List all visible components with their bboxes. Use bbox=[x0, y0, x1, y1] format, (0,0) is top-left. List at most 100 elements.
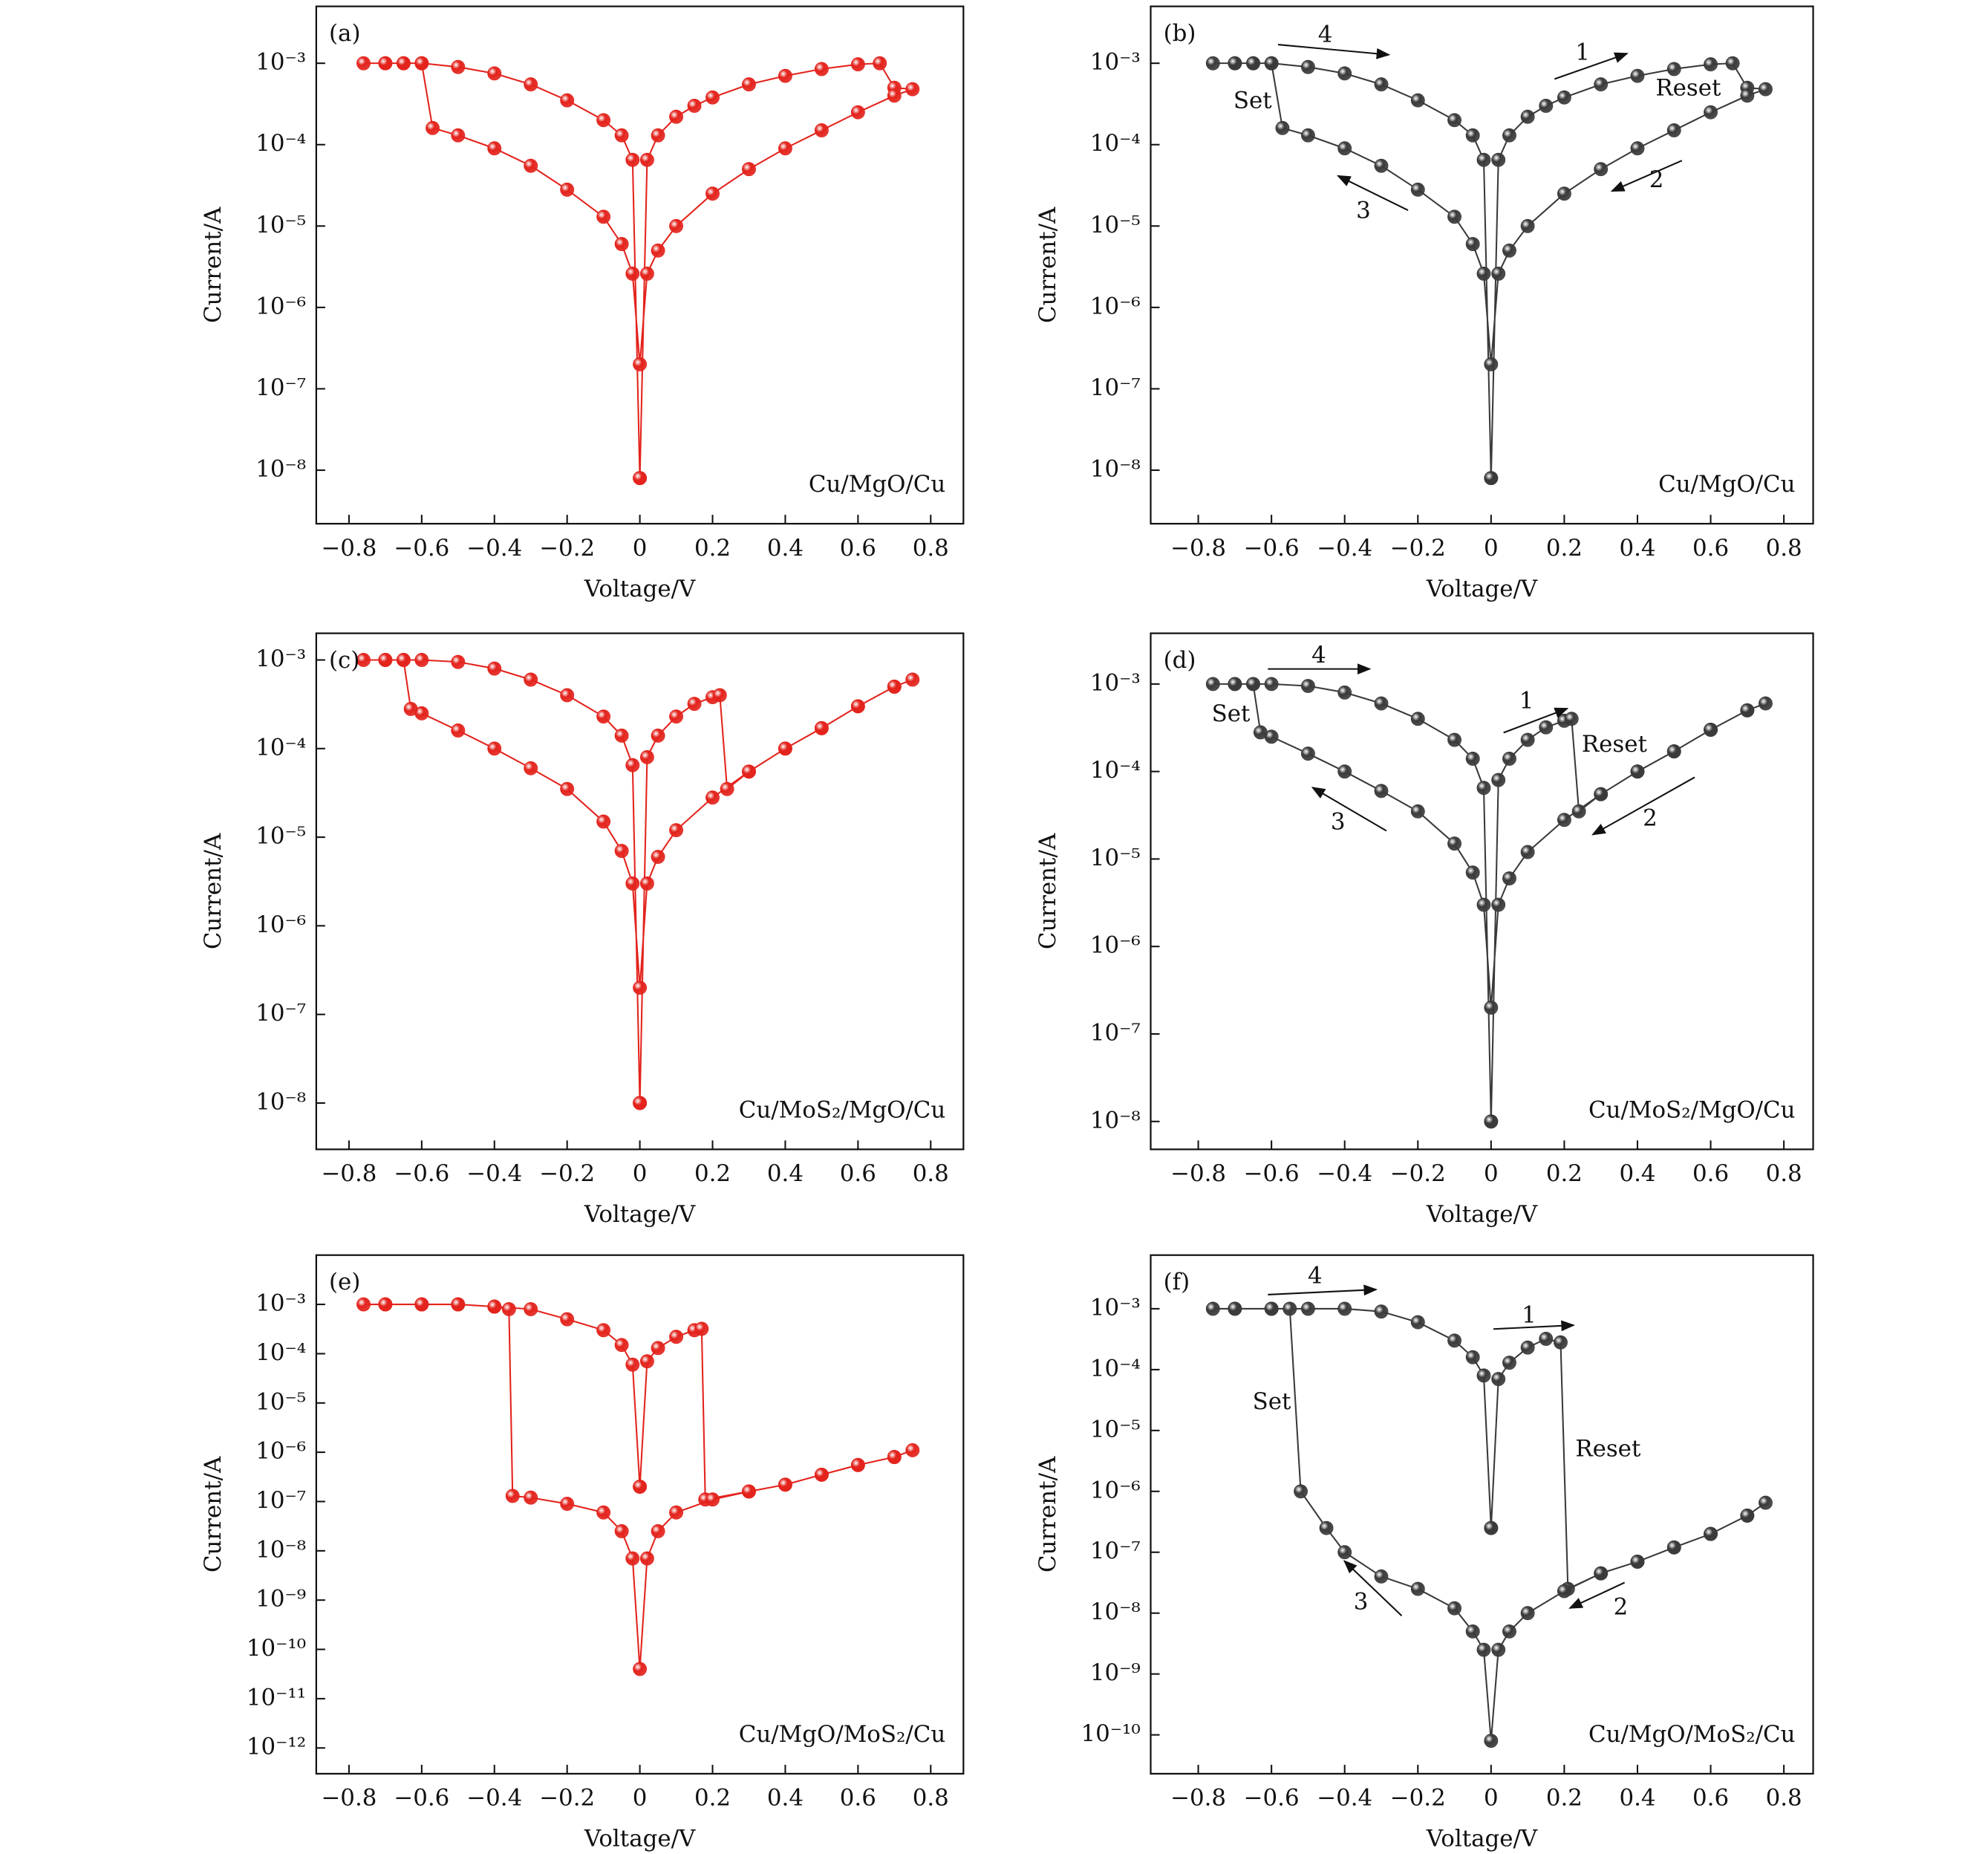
data-point bbox=[451, 654, 466, 669]
data-point bbox=[524, 672, 538, 687]
data-point bbox=[1740, 703, 1755, 718]
data-point bbox=[1275, 120, 1290, 135]
y-tick-label: 10⁻⁷ bbox=[1090, 1020, 1141, 1047]
data-point bbox=[1300, 59, 1315, 74]
data-point bbox=[524, 1302, 538, 1316]
y-axis-label: Current/A bbox=[200, 206, 226, 323]
data-point bbox=[1253, 725, 1268, 740]
y-tick-label: 10⁻³ bbox=[1090, 49, 1141, 76]
data-point bbox=[1300, 128, 1315, 143]
data-point bbox=[1264, 677, 1279, 692]
x-tick-label: 0.2 bbox=[694, 1785, 731, 1812]
data-point bbox=[1666, 62, 1681, 77]
y-tick-label: 10⁻¹⁰ bbox=[247, 1635, 306, 1662]
data-point bbox=[1337, 1545, 1352, 1560]
annotation: Reset bbox=[1575, 1436, 1641, 1463]
x-tick-label: −0.6 bbox=[1244, 1160, 1300, 1187]
data-point bbox=[1725, 56, 1740, 71]
y-tick-label: 10⁻⁸ bbox=[255, 1536, 306, 1563]
data-point bbox=[694, 1321, 709, 1336]
data-point bbox=[487, 741, 502, 756]
data-point bbox=[505, 1489, 520, 1503]
plot-frame bbox=[315, 632, 965, 1151]
data-point bbox=[596, 814, 611, 829]
data-point bbox=[524, 158, 538, 173]
data-point bbox=[1374, 696, 1389, 711]
data-point bbox=[1205, 1301, 1220, 1316]
data-point bbox=[1630, 68, 1645, 83]
data-point bbox=[1740, 1508, 1755, 1523]
data-point bbox=[639, 749, 654, 764]
x-tick-label: −0.2 bbox=[539, 535, 595, 562]
annotation: 3 bbox=[1356, 197, 1371, 224]
data-point bbox=[1484, 1114, 1499, 1129]
data-layer bbox=[1205, 56, 1773, 486]
data-point bbox=[742, 1484, 756, 1499]
x-tick-label: −0.2 bbox=[539, 1785, 595, 1812]
data-point bbox=[742, 77, 756, 92]
data-point bbox=[1264, 56, 1279, 71]
y-axis-label: Current/A bbox=[1034, 833, 1061, 949]
panel-label: (d) bbox=[1164, 647, 1196, 674]
x-tick-label: −0.2 bbox=[1390, 1160, 1446, 1187]
data-point bbox=[1465, 128, 1480, 143]
data-point bbox=[1594, 787, 1609, 801]
x-tick-label: 0.6 bbox=[840, 1785, 876, 1812]
y-tick-label: 10⁻⁶ bbox=[255, 293, 306, 319]
data-point bbox=[414, 56, 429, 71]
data-point bbox=[873, 56, 887, 71]
x-tick-label: −0.2 bbox=[1390, 1785, 1446, 1812]
data-point bbox=[1465, 1624, 1480, 1639]
y-tick-label: 10⁻⁷ bbox=[1090, 374, 1141, 401]
x-tick-label: 0.8 bbox=[1766, 1160, 1802, 1187]
data-point bbox=[905, 672, 920, 687]
x-tick-label: −0.8 bbox=[1170, 535, 1226, 562]
data-point bbox=[1447, 113, 1461, 128]
data-point bbox=[451, 1297, 466, 1312]
y-tick-label: 10⁻⁴ bbox=[1090, 130, 1141, 157]
y-tick-label: 10⁻⁶ bbox=[255, 911, 306, 938]
data-point bbox=[850, 1457, 865, 1472]
data-point bbox=[1594, 77, 1609, 92]
data-point bbox=[1476, 1368, 1491, 1383]
x-tick-label: 0.2 bbox=[1546, 1785, 1583, 1812]
annotation: 2 bbox=[1614, 1593, 1629, 1620]
data-point bbox=[614, 128, 629, 143]
data-point bbox=[639, 1354, 654, 1369]
data-point bbox=[778, 1477, 792, 1492]
y-axis-label: Current/A bbox=[200, 1456, 226, 1572]
panel-label: (e) bbox=[329, 1269, 360, 1295]
data-point bbox=[1491, 152, 1506, 167]
data-point bbox=[887, 88, 902, 103]
data-point bbox=[633, 1480, 648, 1494]
data-point bbox=[625, 266, 640, 281]
data-point bbox=[451, 128, 466, 143]
panel: −0.8 −0.6 −0.4 −0.2 0 0.2 0.4 0.6 0.8 10⁻³ 10⁻⁴ 10⁻… bbox=[200, 632, 965, 1228]
data-point bbox=[1520, 732, 1535, 747]
data-point bbox=[1374, 77, 1389, 92]
data-point bbox=[1337, 66, 1352, 81]
data-layer bbox=[356, 56, 920, 486]
panel-label: (b) bbox=[1164, 20, 1196, 47]
x-tick-label: −0.2 bbox=[1390, 535, 1446, 562]
x-tick-label: −0.6 bbox=[394, 535, 449, 562]
y-tick-label: 10⁻⁶ bbox=[1090, 932, 1141, 959]
x-tick-label: −0.8 bbox=[1170, 1160, 1226, 1187]
y-tick-label: 10⁻¹² bbox=[247, 1734, 306, 1760]
data-point bbox=[1594, 1566, 1609, 1581]
data-point bbox=[356, 1297, 371, 1312]
y-tick-label: 10⁻⁴ bbox=[255, 130, 306, 157]
data-point bbox=[378, 1297, 393, 1312]
data-point bbox=[1374, 1304, 1389, 1319]
data-point bbox=[1484, 1520, 1499, 1535]
x-tick-label: 0.6 bbox=[840, 535, 876, 562]
data-point bbox=[1410, 1315, 1425, 1330]
y-tick-label: 10⁻⁴ bbox=[255, 1339, 306, 1366]
arrow bbox=[1610, 160, 1683, 192]
y-tick-label: 10⁻⁸ bbox=[1090, 1107, 1141, 1133]
data-point bbox=[396, 56, 411, 71]
data-point bbox=[1374, 1569, 1389, 1584]
y-tick-label: 10⁻⁵ bbox=[255, 1388, 306, 1415]
x-tick-label: −0.6 bbox=[1244, 535, 1300, 562]
